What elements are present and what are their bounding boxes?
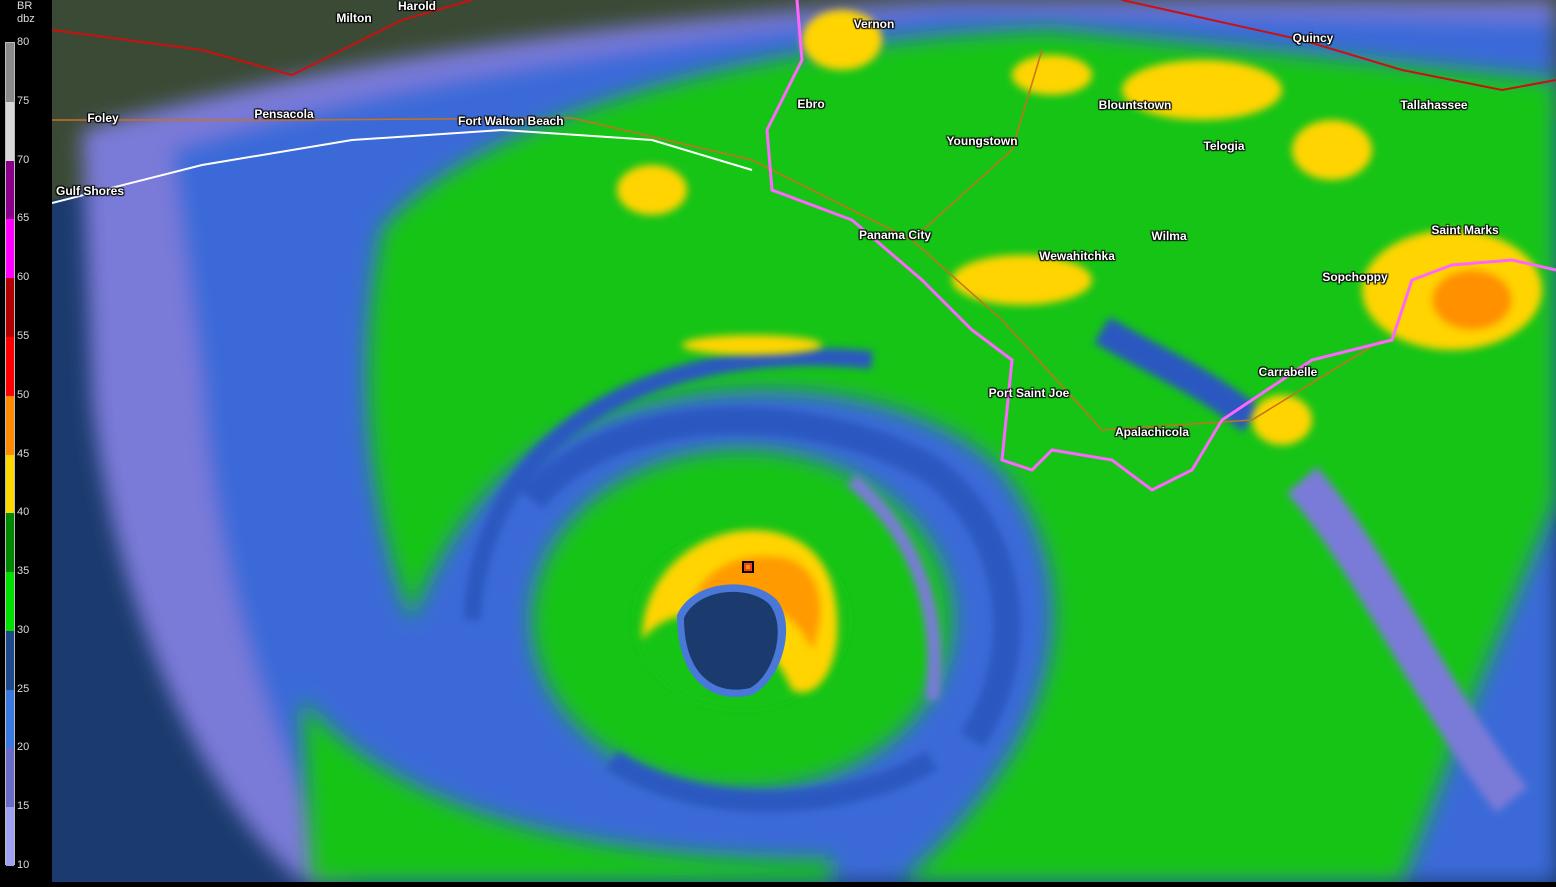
city-label: Quincy xyxy=(1292,31,1334,45)
legend-tick: 60 xyxy=(17,271,30,284)
city-label: Youngstown xyxy=(946,134,1018,148)
legend-swatch xyxy=(6,689,14,749)
radar-layer xyxy=(51,0,1556,882)
city-label: Port Saint Joe xyxy=(988,386,1070,400)
city-label: Telogia xyxy=(1203,139,1245,153)
city-label: Harold xyxy=(397,0,437,13)
city-label: Carrabelle xyxy=(1258,365,1318,379)
roads xyxy=(51,0,1556,431)
city-label: Vernon xyxy=(853,17,895,31)
city-label: Sopchoppy xyxy=(1322,270,1388,284)
city-label: Tallahassee xyxy=(1400,98,1468,112)
legend-swatch xyxy=(6,630,14,691)
reflectivity-legend: BR dbz 80 75 70 65 60 55 50 45 40 35 30 25 20 15 10 xyxy=(0,0,52,882)
precip-gaps xyxy=(463,317,1528,813)
city-label: Apalachicola xyxy=(1114,425,1190,439)
legend-tick: 70 xyxy=(17,153,30,166)
city-label: Blountstown xyxy=(1098,98,1172,112)
city-label: Wewahitchka xyxy=(1039,249,1115,263)
legend-unit: dbz xyxy=(17,13,35,25)
city-label: Gulf Shores xyxy=(56,184,125,198)
hurricane-eyewall xyxy=(634,530,850,710)
city-label: Panama City xyxy=(858,228,932,242)
radar-map[interactable]: Milton Harold Vernon Quincy Foley Pensacola Fo… xyxy=(51,0,1556,882)
legend-tick: 20 xyxy=(17,741,30,754)
legend-swatch xyxy=(6,219,14,279)
legend-tick: 75 xyxy=(17,94,30,107)
legend-tick: 65 xyxy=(17,212,30,225)
legend-tick: 45 xyxy=(17,447,30,460)
legend-swatch xyxy=(6,748,14,808)
coastline xyxy=(51,128,753,204)
legend-tick: 50 xyxy=(17,388,30,401)
warning-outline xyxy=(765,0,1556,492)
legend-tick: 25 xyxy=(17,682,30,695)
city-label: Saint Marks xyxy=(1431,223,1499,237)
city-label: Ebro xyxy=(797,97,825,111)
city-label: Pensacola xyxy=(254,107,314,121)
legend-swatch xyxy=(6,572,14,632)
legend-swatch xyxy=(6,278,14,338)
legend-tick: 80 xyxy=(17,36,30,48)
legend-swatch xyxy=(6,454,14,514)
legend-swatch xyxy=(6,395,14,455)
legend-swatch xyxy=(6,160,14,220)
legend-swatch xyxy=(6,101,14,162)
legend-swatch xyxy=(6,43,14,103)
radar-site-marker[interactable] xyxy=(742,561,754,573)
legend-product: BR xyxy=(17,0,33,12)
legend-tick: 15 xyxy=(17,800,30,813)
legend-swatch xyxy=(6,807,14,867)
city-label: Wilma xyxy=(1151,229,1187,243)
legend-tick: 10 xyxy=(17,859,30,871)
city-label: Milton xyxy=(336,11,372,25)
legend-tick: 55 xyxy=(17,329,30,342)
legend-swatch xyxy=(6,336,14,397)
precip-heavy xyxy=(617,10,1542,445)
city-label: Fort Walton Beach xyxy=(458,114,564,128)
city-label: Foley xyxy=(87,111,119,125)
legend-color-bar xyxy=(5,42,15,867)
legend-tick: 30 xyxy=(17,623,30,636)
legend-tick: 35 xyxy=(17,565,30,578)
legend-tick: 40 xyxy=(17,506,30,519)
legend-swatch xyxy=(6,513,14,573)
